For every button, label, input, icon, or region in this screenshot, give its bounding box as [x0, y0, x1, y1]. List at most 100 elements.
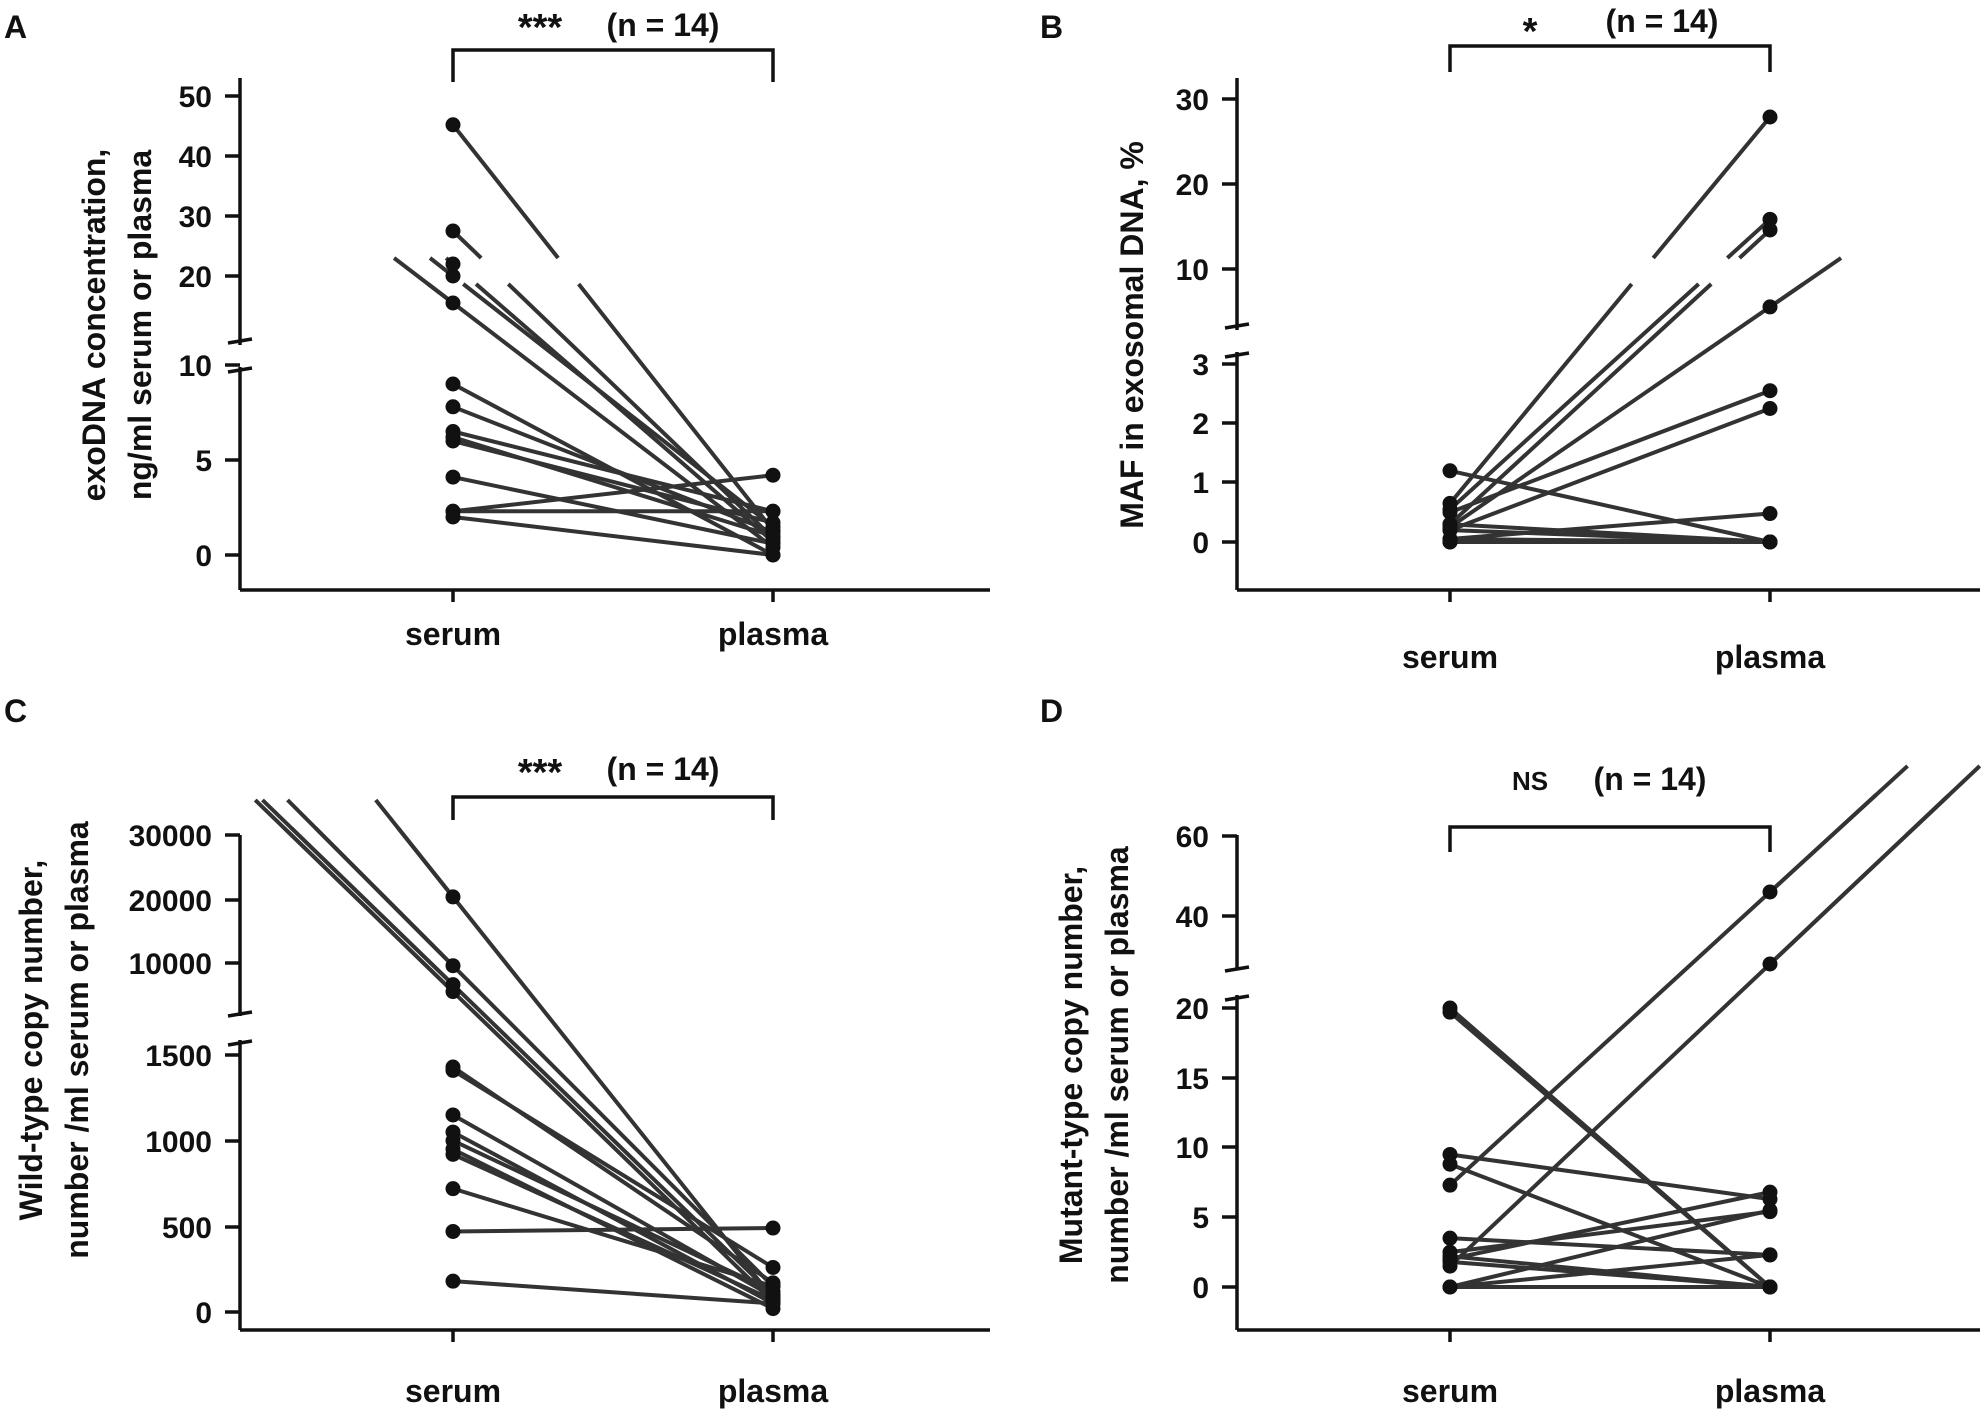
x-label-a-serum: serum: [405, 616, 501, 652]
y-tick-label-a-5: 5: [195, 445, 212, 478]
plasma-point-d-11: [1762, 956, 1778, 972]
axis-break-mark-a-2: [227, 366, 253, 374]
panel-b: B serum plasma MAF in exosomal DNA, % 0 …: [1040, 3, 1980, 675]
y-title-c-line-1: Wild-type copy number,: [13, 860, 49, 1221]
y-tick-label-d-10: 10: [1176, 1132, 1209, 1165]
y-tick-label-a-50: 50: [179, 81, 212, 114]
y-tick-label-b-10: 10: [1176, 254, 1209, 287]
y-title-c: Wild-type copy number, number /ml serum …: [13, 821, 95, 1259]
y-title-d: Mutant-type copy number, number /ml seru…: [1053, 846, 1135, 1284]
serum-point-c-12: [445, 1181, 461, 1197]
serum-point-a-14: [445, 509, 461, 525]
plasma-point-b-2: [1762, 109, 1778, 125]
y-title-c-line-2: number /ml serum or plasma: [59, 821, 95, 1259]
y-title-b: MAF in exosomal DNA, %: [1114, 141, 1150, 529]
panel-label-c: C: [4, 693, 27, 729]
x-label-c-plasma: plasma: [718, 1373, 828, 1409]
plasma-point-a-12: [765, 467, 781, 483]
y-tick-label-d-20: 20: [1176, 993, 1209, 1026]
plasma-point-a-10: [765, 515, 781, 531]
panel-label-b: B: [1040, 9, 1063, 45]
data-marks-b: [1442, 109, 1843, 550]
serum-point-c-14: [445, 1273, 461, 1289]
axis-break-mark-b-1: [1224, 322, 1250, 330]
pair-line-c-14: [452, 1279, 774, 1306]
data-marks-d: [1442, 764, 1982, 1295]
y-ticks-b: 0 1 2 3 10 20 30: [1176, 84, 1237, 560]
plasma-point-b-6: [1762, 299, 1778, 315]
pair-line-d-14: [1449, 1208, 1771, 1289]
significance-bracket-d: [1448, 825, 1772, 852]
x-label-a-plasma: plasma: [718, 616, 828, 652]
pair-line-a-4-segment-2: [461, 282, 775, 529]
serum-point-a-1: [445, 117, 461, 133]
pair-line-c-13: [452, 1226, 774, 1234]
significance-a: ***: [518, 7, 563, 49]
serum-point-d-14: [1442, 1279, 1458, 1295]
significance-d: NS: [1512, 766, 1548, 796]
pair-line-b-1: [1449, 468, 1771, 544]
y-tick-label-b-20: 20: [1176, 169, 1209, 202]
y-tick-label-a-10: 10: [179, 350, 212, 383]
pair-line-c-11: [452, 1152, 774, 1302]
serum-point-d-2: [1442, 1004, 1458, 1020]
pair-line-d-5-segment-2: [1768, 764, 1909, 894]
serum-point-c-4: [445, 984, 461, 1000]
serum-point-a-3: [445, 256, 461, 272]
pair-line-c-6: [451, 1068, 775, 1270]
n-label-c: (n = 14): [607, 751, 720, 787]
pair-line-b-7: [1449, 406, 1771, 533]
plasma-point-a-14: [765, 547, 781, 563]
pair-line-d-9: [1449, 1190, 1771, 1262]
pair-line-b-2-segment-2: [1651, 115, 1772, 260]
n-label-a: (n = 14): [607, 7, 720, 43]
serum-point-a-7: [445, 399, 461, 415]
plasma-point-d-13: [1762, 1279, 1778, 1295]
plasma-point-b-4: [1762, 383, 1778, 399]
serum-point-c-11: [445, 1146, 461, 1162]
pair-line-b-3-segment-1: [1448, 282, 1700, 511]
y-tick-label-d-5: 5: [1192, 1202, 1209, 1235]
plasma-point-a-11: [765, 536, 781, 552]
pair-line-d-6: [1449, 1236, 1771, 1257]
plasma-point-c-13: [765, 1220, 781, 1236]
plasma-point-b-7: [1762, 401, 1778, 416]
axis-break-mark-c-1: [227, 1010, 253, 1018]
pair-line-a-8: [452, 429, 774, 514]
pair-line-c-1-segment-2: [396, 826, 775, 1300]
pair-line-d-10: [1449, 1259, 1771, 1289]
plasma-point-b-14: [1762, 534, 1778, 550]
y-tick-label-d-40: 40: [1176, 901, 1209, 934]
plasma-point-c-14: [765, 1295, 781, 1311]
serum-point-d-6: [1442, 1230, 1458, 1246]
x-label-b-plasma: plasma: [1715, 639, 1825, 675]
y-tick-label-d-60: 60: [1176, 821, 1209, 854]
pair-line-b-6-segment-1: [1448, 282, 1805, 529]
y-tick-label-c-10000: 10000: [129, 948, 212, 981]
y-ticks-c: 0 500 1000 1500 10000 20000 30000: [129, 820, 240, 1330]
y-tick-label-a-40: 40: [179, 141, 212, 174]
plasma-point-c-6: [765, 1259, 781, 1275]
y-tick-label-d-15: 15: [1176, 1063, 1209, 1096]
pair-line-c-2-segment-2: [314, 826, 775, 1288]
pair-line-d-3: [1449, 1152, 1771, 1202]
y-title-a-line-2: ng/ml serum or plasma: [122, 150, 158, 501]
pair-line-b-6-segment-2: [1768, 256, 1843, 309]
x-label-d-plasma: plasma: [1715, 1373, 1825, 1409]
panel-d: D serum plasma Mutant-type copy number, …: [1040, 693, 1982, 1409]
y-tick-label-a-20: 20: [179, 261, 212, 294]
plasma-point-b-5: [1762, 222, 1778, 238]
serum-point-c-1: [445, 889, 461, 905]
plasma-point-d-14: [1762, 1202, 1778, 1218]
y-tick-label-c-20000: 20000: [129, 885, 212, 918]
panel-c: C serum plasma Wild-type copy number, nu…: [4, 693, 990, 1409]
pair-line-d-2: [1448, 1010, 1772, 1289]
axis-break-mark-d-1: [1224, 965, 1250, 973]
serum-point-c-13: [445, 1223, 461, 1239]
serum-point-b-1: [1442, 463, 1458, 479]
serum-point-b-4: [1442, 504, 1458, 520]
serum-point-a-2: [445, 223, 461, 239]
y-title-d-line-1: Mutant-type copy number,: [1053, 866, 1089, 1264]
y-tick-label-c-500: 500: [162, 1212, 212, 1245]
